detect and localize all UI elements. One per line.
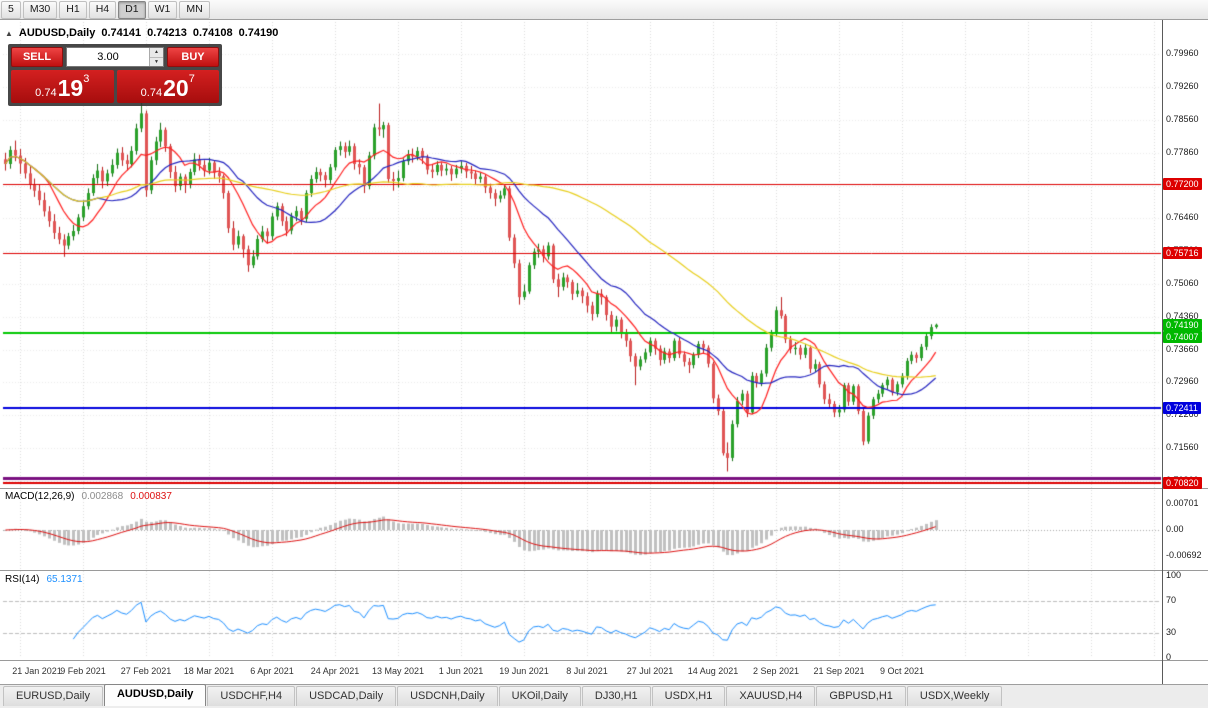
volume-increase-icon[interactable]: ▲: [150, 48, 163, 58]
sell-price-main: 19: [57, 75, 84, 101]
macd-main-value: 0.002868: [81, 491, 124, 502]
volume-spinner[interactable]: ▲ ▼: [149, 48, 163, 66]
ohlc-open: 0.74141: [101, 27, 142, 39]
chart-tab-usdcad-daily[interactable]: USDCAD,Daily: [296, 686, 397, 706]
chart-tab-usdcnh-daily[interactable]: USDCNH,Daily: [397, 686, 498, 706]
ohlc-low: 0.74108: [192, 27, 233, 39]
chart-tab-usdx-h1[interactable]: USDX,H1: [651, 686, 726, 706]
timeframe-button-h4[interactable]: H4: [88, 0, 117, 19]
buy-price-prefix: 0.74: [140, 87, 163, 99]
ohlc-close: 0.74190: [238, 27, 279, 39]
one-click-trading-panel: SELL 3.00 ▲ ▼ BUY 0.74 19 3 0.74 20 7: [8, 44, 222, 106]
chart-tab-dj30-h1[interactable]: DJ30,H1: [581, 686, 651, 706]
sell-button[interactable]: SELL: [11, 47, 63, 67]
chart-tab-gbpusd-h1[interactable]: GBPUSD,H1: [816, 686, 906, 706]
timeframe-toolbar: 5 M30 H1 H4 D1 W1 MN: [0, 0, 1208, 20]
macd-indicator-label: MACD(12,26,9) 0.002868 0.000837: [5, 491, 172, 502]
buy-price-display[interactable]: 0.74 20 7: [116, 70, 219, 103]
rsi-indicator-name: RSI(14): [5, 574, 40, 585]
one-click-collapse-icon[interactable]: ▲: [5, 28, 13, 38]
panel-splitter-macd[interactable]: [0, 488, 1208, 489]
timeframe-button-5[interactable]: 5: [1, 0, 21, 19]
sell-price-prefix: 0.74: [35, 87, 57, 99]
chart-area: 0.79960 0.79260 0.78560 0.77860 0.77160 0.764…: [0, 20, 1208, 684]
chart-symbol-title: AUDUSD,Daily: [18, 27, 96, 39]
ohlc-high: 0.74213: [147, 27, 187, 39]
price-chart-canvas[interactable]: [0, 20, 1208, 684]
chart-tab-ukoil-daily[interactable]: UKOil,Daily: [498, 686, 581, 706]
chart-tab-usdx-weekly[interactable]: USDX,Weekly: [906, 686, 1003, 706]
rsi-value: 65.1371: [46, 574, 83, 585]
sell-price-display[interactable]: 0.74 19 3: [11, 70, 114, 103]
volume-decrease-icon[interactable]: ▼: [150, 57, 163, 66]
timeframe-button-mn[interactable]: MN: [179, 0, 210, 19]
panel-splitter-rsi[interactable]: [0, 570, 1208, 571]
volume-value[interactable]: 3.00: [97, 51, 119, 63]
macd-signal-value: 0.000837: [130, 491, 172, 502]
timeframe-button-m30[interactable]: M30: [22, 0, 58, 19]
buy-price-pip: 7: [188, 73, 195, 85]
panel-splitter-dates: [0, 660, 1208, 661]
chart-tab-bar: EURUSD,Daily AUDUSD,Daily USDCHF,H4 USDCAD,…: [0, 684, 1208, 706]
buy-price-main: 20: [163, 75, 189, 101]
chart-tab-eurusd-daily[interactable]: EURUSD,Daily: [3, 686, 103, 706]
timeframe-button-h1[interactable]: H1: [59, 0, 87, 19]
timeframe-button-w1[interactable]: W1: [147, 0, 178, 19]
price-axis-separator[interactable]: [1162, 20, 1163, 684]
chart-tab-xauusd-h4[interactable]: XAUUSD,H4: [726, 686, 816, 706]
timeframe-button-d1[interactable]: D1: [118, 0, 146, 19]
chart-header: ▲ AUDUSD,Daily 0.74141 0.74213 0.74108 0…: [5, 27, 278, 39]
rsi-indicator-label: RSI(14) 65.1371: [5, 574, 83, 585]
chart-tab-audusd-daily[interactable]: AUDUSD,Daily: [103, 684, 207, 706]
volume-input[interactable]: 3.00 ▲ ▼: [66, 47, 164, 67]
sell-price-pip: 3: [83, 73, 90, 85]
chart-tab-usdchf-h4[interactable]: USDCHF,H4: [207, 686, 296, 706]
buy-button[interactable]: BUY: [167, 47, 219, 67]
macd-indicator-name: MACD(12,26,9): [5, 491, 75, 502]
